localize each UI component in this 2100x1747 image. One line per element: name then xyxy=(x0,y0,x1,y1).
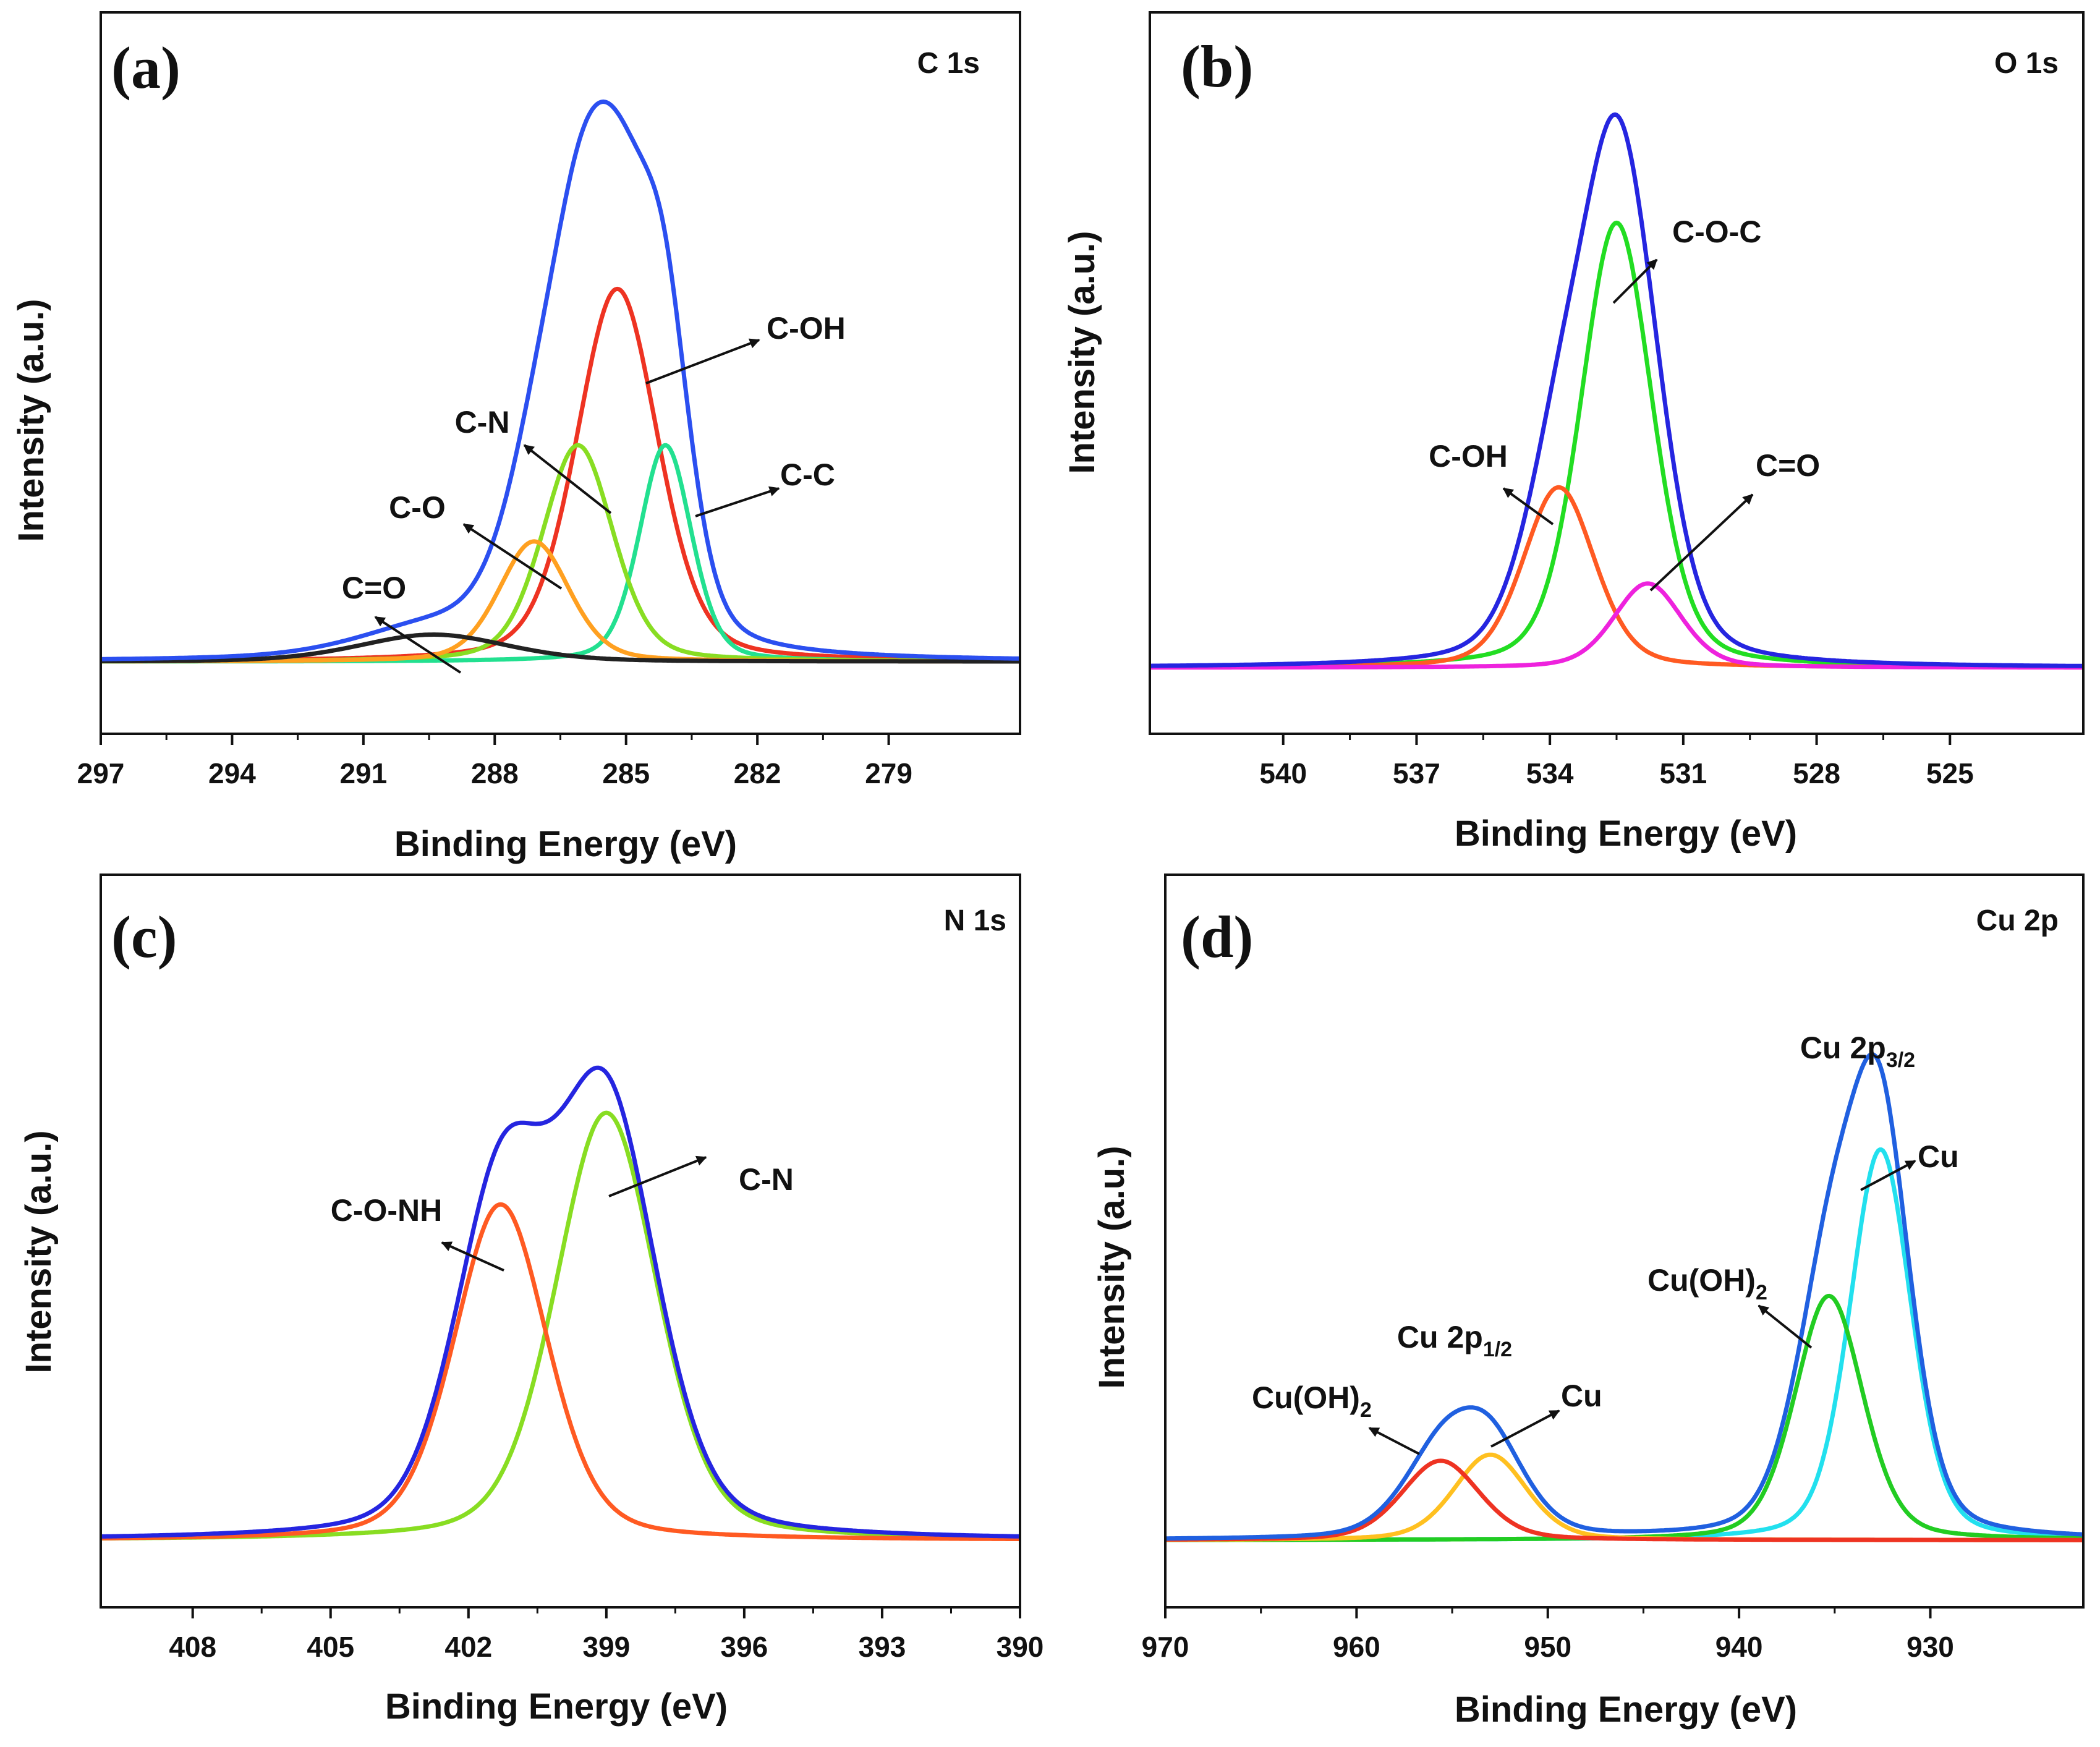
x-tick-label: 297 xyxy=(77,757,125,789)
panel-b-texts: (b) O 1s Binding Energy (eV) Intensity (… xyxy=(1062,33,2059,854)
x-tick-label: 960 xyxy=(1333,1631,1380,1663)
x-tick-label: 402 xyxy=(444,1631,492,1663)
plot-frame xyxy=(1149,11,2085,735)
chart-n1s: 408 405 402 399 396 393 390 C-N C-O-NH xyxy=(100,874,1044,1663)
panel-a-y-axis-title: Intensity (a.u.) xyxy=(11,299,51,542)
chart-o1s: 540 537 534 531 528 525 C-O-C C-OH C=O xyxy=(1149,11,2085,789)
series-c-o xyxy=(100,539,1021,664)
annotation-label: C-N xyxy=(739,1162,794,1197)
x-tick-label: 282 xyxy=(734,757,781,789)
x-tick-label: 405 xyxy=(307,1631,354,1663)
annotation-label: C-O xyxy=(389,490,446,525)
annotation-arrow xyxy=(523,444,612,514)
x-tick-label: 528 xyxy=(1793,757,1840,789)
x-tick-label: 393 xyxy=(859,1631,906,1663)
panel-a-texts: (a) C 1s Binding Energy (eV) Intensity (… xyxy=(11,35,980,864)
annotation-arrow xyxy=(462,523,563,590)
panel-d-x-axis-title: Binding Energy (eV) xyxy=(1455,1690,1797,1730)
x-tick-label: 288 xyxy=(471,757,519,789)
panel-a-core-label: C 1s xyxy=(917,47,980,80)
annotation-arrow xyxy=(441,1241,504,1272)
chart-cu2p: 970 960 950 940 930 Cu 2p3/2 Cu Cu(OH)2 Cu 2p1/2… xyxy=(1142,874,2085,1663)
plot-frame xyxy=(1164,874,2085,1609)
annotation-label: C-OH xyxy=(1429,439,1508,474)
x-tick-label: 540 xyxy=(1259,757,1307,789)
annotation-arrow xyxy=(1502,487,1554,525)
annotation-label: Cu 2p1/2 xyxy=(1397,1320,1512,1361)
panel-c-y-axis-title: Intensity (a.u.) xyxy=(19,1130,59,1373)
series-envelope xyxy=(1165,1052,2084,1541)
annotation-label: C-OH xyxy=(767,311,846,346)
panel-c-x-axis-title: Binding Energy (eV) xyxy=(385,1686,728,1727)
annotation-label: C-C xyxy=(780,457,835,492)
x-tick-label: 279 xyxy=(865,757,912,789)
series-envelope xyxy=(100,1065,1021,1539)
panel-b-core-label: O 1s xyxy=(1994,47,2059,80)
panel-d-y-axis-title: Intensity (a.u.) xyxy=(1092,1146,1132,1388)
panel-d-letter: (d) xyxy=(1181,904,1253,970)
annotation-arrow xyxy=(645,338,760,385)
annotation-arrow xyxy=(374,616,462,674)
x-tick-label: 940 xyxy=(1715,1631,1763,1663)
annotation-arrow xyxy=(1649,493,1754,592)
annotation-label: C-O-NH xyxy=(331,1193,443,1228)
x-tick-label: 396 xyxy=(721,1631,768,1663)
panel-c-letter: (c) xyxy=(111,904,177,970)
plot-frame xyxy=(100,874,1021,1609)
plot-frame xyxy=(100,11,1021,735)
series-envelope xyxy=(100,100,1021,661)
x-tick-label: 399 xyxy=(582,1631,630,1663)
annotation-arrow xyxy=(1490,1409,1560,1448)
chart-c1s: 297 294 291 288 285 282 279 C-OH C-C C-N C-O C=O xyxy=(77,11,1021,789)
series-envelope xyxy=(1149,112,2084,668)
panel-d-core-label: Cu 2p xyxy=(1976,904,2059,937)
annotation-arrow xyxy=(1368,1427,1420,1455)
panel-a-x-axis-title: Binding Energy (eV) xyxy=(394,824,737,864)
series-cu-2p3-2-cu xyxy=(1165,1147,2084,1542)
panel-c-texts: (c) N 1s Binding Energy (eV) Intensity (… xyxy=(19,904,1006,1727)
x-tick-label: 950 xyxy=(1524,1631,1571,1663)
x-tick-label: 285 xyxy=(602,757,650,789)
x-tick-label: 970 xyxy=(1142,1631,1189,1663)
annotation-arrow xyxy=(1758,1304,1813,1349)
series-c-o-c xyxy=(1149,220,2084,669)
annotation-label: Cu(OH)2 xyxy=(1647,1263,1767,1304)
x-tick-label: 537 xyxy=(1393,757,1440,789)
x-tick-label: 531 xyxy=(1659,757,1707,789)
annotation-arrow xyxy=(1612,258,1658,304)
annotation-label: Cu xyxy=(1561,1379,1602,1413)
annotation-label: C=O xyxy=(342,571,406,605)
series-cu-2p3-2-cu-oh-2 xyxy=(1165,1293,2084,1542)
panel-d-texts: (d) Cu 2p Binding Energy (eV) Intensity … xyxy=(1092,904,2059,1730)
annotation-arrow xyxy=(695,486,780,517)
x-tick-label: 390 xyxy=(997,1631,1044,1663)
x-tick-label: 291 xyxy=(339,757,387,789)
panel-b-x-axis-title: Binding Energy (eV) xyxy=(1455,814,1797,854)
panel-b-y-axis-title: Intensity (a.u.) xyxy=(1062,231,1102,474)
series-c-o-nh xyxy=(100,1202,1021,1542)
x-tick-label: 408 xyxy=(169,1631,216,1663)
annotation-label: C=O xyxy=(1756,448,1820,483)
panel-a-letter: (a) xyxy=(111,35,181,101)
panel-c-core-label: N 1s xyxy=(944,904,1006,937)
annotation-label: Cu(OH)2 xyxy=(1252,1380,1372,1422)
x-tick-label: 534 xyxy=(1526,757,1574,789)
annotation-arrow xyxy=(1860,1160,1916,1191)
annotation-label: Cu 2p3/2 xyxy=(1800,1031,1915,1072)
series-c-n xyxy=(100,1110,1021,1541)
annotation-arrow xyxy=(608,1155,707,1197)
x-tick-label: 525 xyxy=(1926,757,1974,789)
x-tick-label: 294 xyxy=(208,757,256,789)
series-c-o xyxy=(1149,581,2084,670)
annotation-label: C-N xyxy=(455,405,510,440)
panel-b-letter: (b) xyxy=(1181,33,1253,100)
x-tick-label: 930 xyxy=(1907,1631,1954,1663)
series-c-oh xyxy=(1149,485,2084,669)
annotation-label: Cu xyxy=(1918,1139,1959,1174)
series-c-n xyxy=(100,443,1021,663)
series-c-o xyxy=(100,632,1021,664)
annotation-label: C-O-C xyxy=(1672,215,1761,249)
series-cu-2p1-2-cu-oh-2 xyxy=(1165,1458,2084,1542)
